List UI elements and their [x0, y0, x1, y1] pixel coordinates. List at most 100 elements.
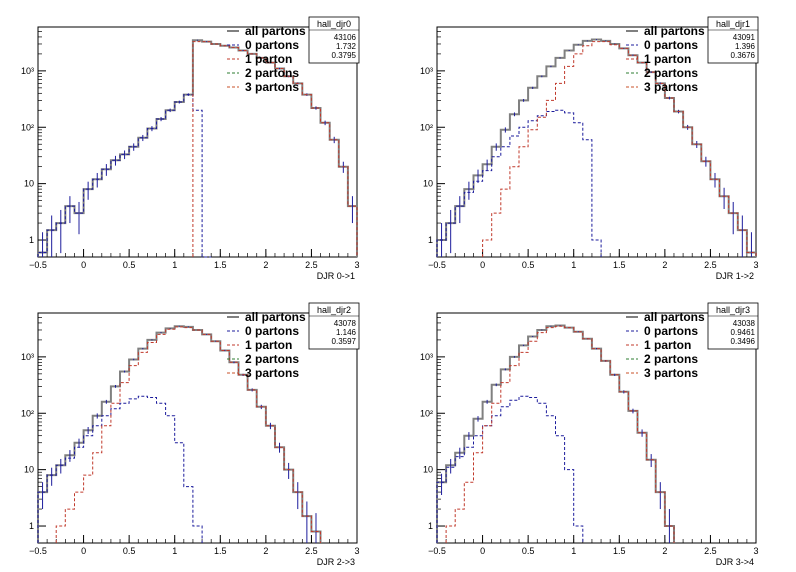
plot-frame: [37, 26, 358, 258]
legend-label: 3 partons: [644, 366, 698, 380]
stats-value: 43078: [334, 319, 357, 328]
stats-box: [707, 16, 759, 64]
legend-label: all partons: [644, 24, 705, 38]
plot-frame: [37, 312, 358, 544]
legend-label: 1 parton: [644, 52, 691, 66]
x-tick-label: 2.5: [305, 260, 318, 270]
legend-label: 0 partons: [644, 324, 698, 338]
stats-value: 1.146: [336, 328, 357, 337]
x-axis-label: DJR 1->2: [716, 271, 754, 281]
histogram-panel: −0.5 0 0.5 1 1.5 2 2.5 3 1 10 10² 10³ DJR 2->3 hall_d…: [21, 302, 360, 567]
x-axis-label: DJR 0->1: [317, 271, 355, 281]
stats-value: 0.3795: [332, 51, 357, 60]
series-line: [436, 324, 675, 543]
x-tick-label: 3: [354, 260, 359, 270]
y-tick-label: 10²: [420, 122, 433, 132]
y-tick-label: 10: [24, 179, 34, 189]
x-tick-label: 2: [263, 546, 268, 556]
plot-frame: [436, 26, 757, 258]
legend-label: 3 partons: [245, 366, 299, 380]
x-tick-label: 1: [172, 546, 177, 556]
legend-label: 1 parton: [245, 338, 292, 352]
legend-label: 2 partons: [644, 66, 698, 80]
x-tick-label: 0: [81, 546, 86, 556]
x-tick-label: 2: [662, 546, 667, 556]
legend-label: all partons: [245, 310, 306, 324]
x-tick-label: −0.5: [29, 260, 47, 270]
x-tick-label: 0.5: [123, 260, 136, 270]
x-tick-label: 2.5: [305, 546, 318, 556]
y-tick-label: 10³: [21, 66, 34, 76]
x-tick-label: 2: [662, 260, 667, 270]
stats-value: 43091: [733, 33, 756, 42]
series-line: [37, 39, 358, 257]
x-tick-label: 0: [480, 260, 485, 270]
stats-value: 43106: [334, 33, 357, 42]
legend-label: 0 partons: [644, 38, 698, 52]
series-line: [482, 41, 757, 257]
histogram-panel: −0.5 0 0.5 1 1.5 2 2.5 3 1 10 10² 10³ DJR 0->1 hall_d…: [21, 16, 360, 281]
legend-label: 0 partons: [245, 38, 299, 52]
series-line: [436, 109, 602, 257]
plot-frame: [436, 312, 757, 544]
y-tick-label: 10³: [420, 66, 433, 76]
histogram-panel: −0.5 0 0.5 1 1.5 2 2.5 3 1 10 10² 10³ DJR 3->4 hall_d…: [420, 302, 759, 567]
x-tick-label: 0: [81, 260, 86, 270]
stats-value: 0.9461: [731, 328, 756, 337]
legend-label: all partons: [245, 24, 306, 38]
stats-value: 1.732: [336, 42, 357, 51]
series-line: [436, 395, 584, 543]
legend-label: 3 partons: [644, 80, 698, 94]
x-tick-label: 3: [753, 260, 758, 270]
x-tick-label: −0.5: [428, 546, 446, 556]
x-tick-label: 3: [354, 546, 359, 556]
legend-label: 0 partons: [245, 324, 299, 338]
x-tick-label: 0.5: [522, 546, 535, 556]
stats-value: 0.3496: [731, 337, 756, 346]
y-tick-label: 1: [428, 235, 433, 245]
series-line: [37, 94, 212, 258]
x-axis-label: DJR 3->4: [716, 557, 754, 567]
y-tick-label: 10²: [21, 408, 34, 418]
stats-box-title: hall_djr2: [317, 305, 351, 315]
series-line: [445, 325, 675, 543]
stats-box-title: hall_djr3: [716, 305, 750, 315]
y-tick-label: 1: [29, 235, 34, 245]
y-tick-label: 1: [29, 521, 34, 531]
x-tick-label: 1.5: [214, 546, 227, 556]
y-tick-label: 10: [423, 465, 433, 475]
x-tick-label: 0.5: [522, 260, 535, 270]
x-tick-label: 0.5: [123, 546, 136, 556]
y-tick-label: 1: [428, 521, 433, 531]
y-tick-label: 10²: [420, 408, 433, 418]
stats-value: 43038: [733, 319, 756, 328]
x-tick-label: 1: [571, 546, 576, 556]
y-tick-label: 10²: [21, 122, 34, 132]
x-tick-label: 1.5: [613, 546, 626, 556]
x-tick-label: 3: [753, 546, 758, 556]
x-tick-label: 0: [480, 546, 485, 556]
stats-value: 0.3676: [731, 51, 756, 60]
x-tick-label: 2: [263, 260, 268, 270]
stats-box: [308, 16, 360, 64]
series-line: [55, 326, 321, 543]
x-tick-label: 1: [571, 260, 576, 270]
y-tick-label: 10: [24, 465, 34, 475]
legend-label: 2 partons: [245, 352, 299, 366]
x-tick-label: −0.5: [428, 260, 446, 270]
x-tick-label: 1: [172, 260, 177, 270]
x-tick-label: −0.5: [29, 546, 47, 556]
series-line: [192, 41, 358, 257]
x-tick-label: 2.5: [704, 546, 717, 556]
series-line: [436, 38, 757, 257]
stats-box: [707, 302, 759, 350]
stats-box-title: hall_djr0: [317, 19, 351, 29]
legend-label: 2 partons: [245, 66, 299, 80]
stats-box-title: hall_djr1: [716, 19, 750, 29]
legend-label: 3 partons: [245, 80, 299, 94]
x-tick-label: 1.5: [613, 260, 626, 270]
y-tick-label: 10³: [420, 352, 433, 362]
legend-label: all partons: [644, 310, 705, 324]
